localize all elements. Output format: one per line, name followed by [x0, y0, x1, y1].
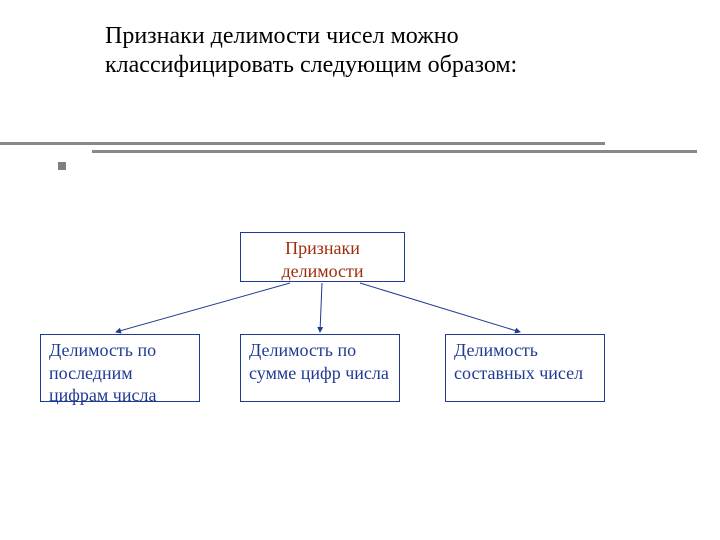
tree-child-1: Делимость по сумме цифр числа: [240, 334, 400, 402]
divider-2: [92, 150, 697, 153]
tree-child-label: Делимость составных чисел: [454, 340, 583, 383]
divider-1: [0, 142, 605, 145]
tree-child-2: Делимость составных чисел: [445, 334, 605, 402]
tree-child-0: Делимость по последним цифрам числа: [40, 334, 200, 402]
tree-child-label: Делимость по сумме цифр числа: [249, 340, 389, 383]
tree-root-label: Признаки делимости: [281, 238, 363, 281]
bullet-marker: [58, 162, 66, 170]
slide: Признаки делимости чисел можно классифиц…: [0, 0, 720, 540]
tree-root: Признаки делимости: [240, 232, 405, 282]
page-title: Признаки делимости чисел можно классифиц…: [105, 22, 625, 80]
tree-child-label: Делимость по последним цифрам числа: [49, 340, 156, 405]
